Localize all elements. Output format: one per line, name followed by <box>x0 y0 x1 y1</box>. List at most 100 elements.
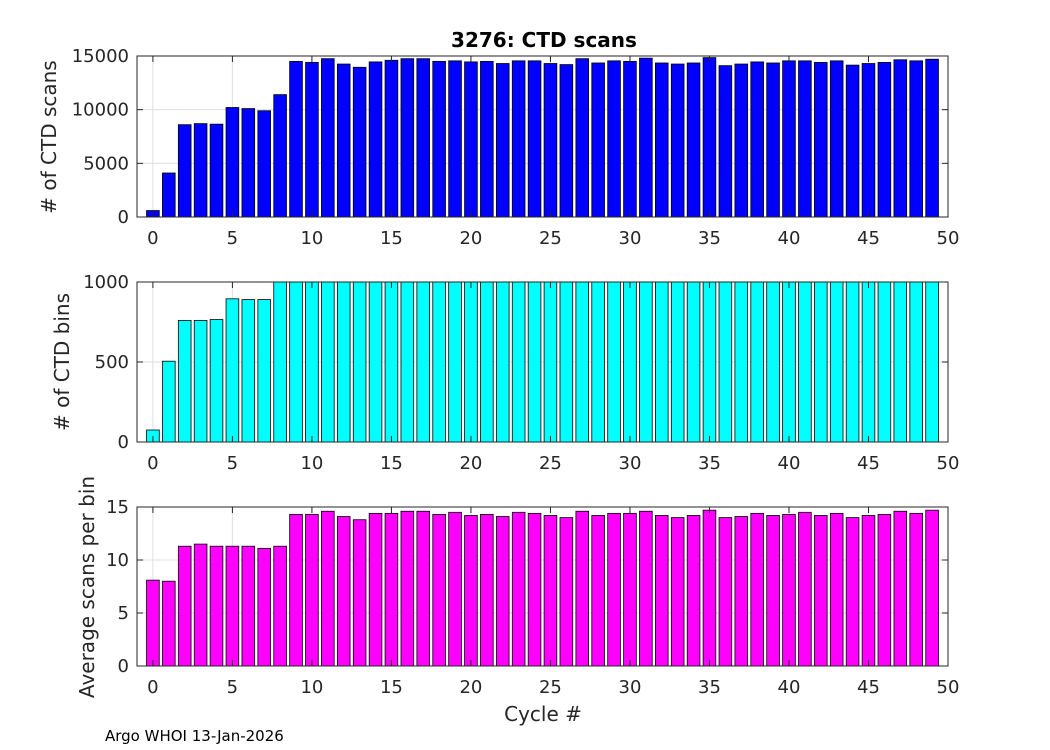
x-tick-label: 45 <box>857 677 880 698</box>
bar-cycle-24 <box>527 281 542 443</box>
x-tick-label: 25 <box>539 677 562 698</box>
bar-cycle-10 <box>305 281 319 443</box>
bar-cycle-3 <box>193 123 208 218</box>
x-tick-label: 15 <box>380 453 403 474</box>
x-tick-label: 0 <box>147 228 158 249</box>
x-tick-label: 40 <box>778 677 801 698</box>
bar-cycle-2 <box>177 545 192 667</box>
bar-cycle-33 <box>670 63 685 218</box>
bar-cycle-16 <box>400 58 415 218</box>
bar-cycle-28 <box>591 515 605 667</box>
bar-cycle-20 <box>464 515 478 667</box>
x-tick-label: 10 <box>300 228 323 249</box>
axes-box <box>136 55 949 218</box>
bar-cycle-18 <box>432 281 446 443</box>
bar-cycle-4 <box>209 545 224 667</box>
bar-cycle-39 <box>766 281 780 443</box>
bar-cycle-17 <box>416 510 430 667</box>
bar-cycle-19 <box>448 60 462 218</box>
bar-cycle-1 <box>162 580 176 667</box>
bar-cycle-11 <box>321 510 335 667</box>
bar-cycle-21 <box>480 60 494 218</box>
x-tick-label: 30 <box>619 677 642 698</box>
y-tick-label: 5 <box>118 603 129 624</box>
bar-cycle-28 <box>591 62 605 218</box>
x-tick-label: 10 <box>300 453 323 474</box>
x-tick-label: 15 <box>380 228 403 249</box>
bar-cycle-44 <box>845 281 860 443</box>
bar-cycle-15 <box>384 281 399 443</box>
bar-cycle-7 <box>257 110 271 218</box>
y-tick-label: 1000 <box>83 272 129 293</box>
bar-cycle-44 <box>845 64 860 218</box>
bar-cycle-27 <box>575 510 590 667</box>
bar-cycle-35 <box>702 509 717 667</box>
bar-cycle-34 <box>686 515 701 667</box>
bar-cycle-34 <box>686 281 701 443</box>
bar-cycle-38 <box>750 512 764 667</box>
bar-cycle-4 <box>209 123 224 218</box>
x-tick-label: 20 <box>459 677 482 698</box>
bar-cycle-26 <box>559 64 574 218</box>
bar-cycle-5 <box>225 107 240 218</box>
x-tick-label: 35 <box>698 453 721 474</box>
bar-cycle-13 <box>352 281 367 443</box>
bar-cycle-9 <box>289 60 303 218</box>
bar-cycle-27 <box>575 281 590 443</box>
bar-cycle-48 <box>909 281 923 443</box>
x-tick-label: 45 <box>857 228 880 249</box>
bar-cycle-5 <box>225 545 240 667</box>
bar-cycle-29 <box>607 512 621 667</box>
bar-cycle-34 <box>686 62 701 218</box>
x-tick-label: 45 <box>857 453 880 474</box>
y-tick-label: 500 <box>95 352 129 373</box>
x-tick-label: 5 <box>227 228 238 249</box>
bar-cycle-12 <box>336 516 351 667</box>
bar-cycle-30 <box>623 60 637 218</box>
bar-cycle-42 <box>814 515 828 667</box>
x-tick-label: 25 <box>539 453 562 474</box>
x-tick-label: 35 <box>698 228 721 249</box>
bar-cycle-45 <box>861 515 876 667</box>
bar-cycle-27 <box>575 58 590 218</box>
bar-cycle-31 <box>639 281 653 443</box>
bar-cycle-39 <box>766 62 780 218</box>
bar-cycle-5 <box>225 298 240 443</box>
bar-cycle-31 <box>639 510 653 667</box>
bar-cycle-38 <box>750 281 764 443</box>
y-tick-label: 10000 <box>72 100 129 121</box>
bar-cycle-8 <box>273 545 287 667</box>
bar-cycle-41 <box>798 60 812 218</box>
x-tick-label: 5 <box>227 453 238 474</box>
bar-cycle-25 <box>543 515 558 667</box>
bar-cycle-25 <box>543 281 558 443</box>
bar-cycle-9 <box>289 514 303 667</box>
bar-cycle-21 <box>480 514 494 667</box>
y-tick-label: 15000 <box>72 46 129 67</box>
footer-credit: Argo WHOI 13-Jan-2026 <box>105 727 284 745</box>
bar-cycle-1 <box>162 360 176 443</box>
bar-cycle-20 <box>464 61 478 218</box>
bar-cycle-6 <box>241 299 256 443</box>
bar-cycle-29 <box>607 60 621 218</box>
bar-cycle-49 <box>925 281 939 443</box>
bar-cycle-33 <box>670 281 685 443</box>
bar-cycle-13 <box>352 66 367 218</box>
x-tick-label: 10 <box>300 677 323 698</box>
bar-cycle-23 <box>511 511 526 667</box>
bar-cycle-22 <box>495 516 510 667</box>
bar-cycle-47 <box>893 59 908 218</box>
bar-cycle-1 <box>162 172 176 218</box>
bar-cycle-30 <box>623 281 637 443</box>
bar-cycle-37 <box>734 516 749 667</box>
bar-cycle-35 <box>702 281 717 443</box>
bar-cycle-15 <box>384 59 399 218</box>
bar-cycle-36 <box>718 281 733 443</box>
x-tick-label: 5 <box>227 677 238 698</box>
bar-cycle-33 <box>670 517 685 667</box>
bar-cycle-17 <box>416 281 430 443</box>
bar-cycle-43 <box>829 512 844 667</box>
bar-cycle-39 <box>766 515 780 667</box>
bar-cycle-20 <box>464 281 478 443</box>
bar-cycle-4 <box>209 319 224 443</box>
